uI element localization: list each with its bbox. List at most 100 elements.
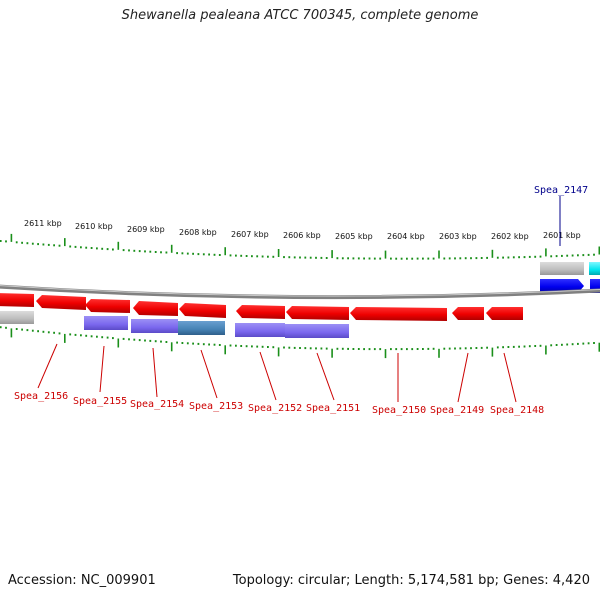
major-tick	[384, 349, 387, 359]
minor-tick	[390, 257, 392, 260]
minor-tick	[293, 346, 296, 349]
minor-tick	[315, 347, 317, 350]
minor-tick	[373, 348, 376, 351]
cds-reverse-spea-2154[interactable]	[85, 299, 130, 313]
leader-line	[37, 343, 58, 389]
major-tick	[331, 250, 333, 259]
gene-label-spea-2156[interactable]: Spea_2156	[14, 391, 68, 402]
minor-tick	[395, 348, 398, 351]
cds-reverse-spea-2153[interactable]	[133, 301, 178, 316]
minor-tick	[443, 257, 446, 260]
major-tick	[117, 338, 120, 348]
major-tick	[598, 246, 600, 255]
gene-label-spea-2155[interactable]: Spea_2155	[73, 396, 127, 407]
minor-tick	[459, 347, 462, 350]
minor-tick	[593, 342, 595, 344]
minor-tick	[593, 253, 595, 256]
minor-tick	[240, 345, 243, 347]
cog-feature-purple[interactable]	[235, 323, 285, 337]
minor-tick	[448, 257, 451, 260]
cog-feature-cyan[interactable]	[589, 262, 600, 275]
gene-label-spea-2151[interactable]: Spea_2151	[306, 403, 360, 414]
gene-label-spea-2150[interactable]: Spea_2150	[372, 405, 426, 416]
cds-reverse-spea-2151[interactable]	[286, 306, 349, 320]
cds-reverse-spea-2150[interactable]	[350, 307, 447, 321]
cog-feature-purple[interactable]	[131, 319, 178, 333]
gene-label-spea-2148[interactable]: Spea_2148	[490, 405, 544, 416]
minor-tick	[502, 256, 504, 259]
minor-tick	[341, 347, 344, 350]
minor-tick	[454, 347, 456, 350]
cog-feature-gray[interactable]	[540, 262, 584, 275]
minor-tick	[213, 343, 216, 346]
minor-tick	[486, 346, 488, 349]
minor-tick	[352, 257, 355, 260]
minor-tick	[566, 343, 569, 346]
cds-forward-spea-2147[interactable]	[540, 279, 584, 293]
cog-feature-purple[interactable]	[285, 324, 349, 338]
kbp-label: 2601 kbp	[543, 231, 581, 240]
minor-tick	[320, 256, 323, 259]
cds-reverse-spea-2152[interactable]	[236, 305, 285, 319]
minor-tick	[325, 347, 328, 350]
minor-tick	[512, 345, 515, 348]
map-title: Shewanella pealeana ATCC 700345, complet…	[121, 8, 479, 23]
cds-reverse-spea-2148[interactable]	[486, 307, 523, 320]
leader-line	[99, 345, 105, 393]
gene-label-spea-2149[interactable]: Spea_2149	[430, 405, 484, 416]
minor-tick	[267, 346, 269, 348]
kbp-label: 2603 kbp	[439, 232, 477, 241]
minor-tick	[347, 257, 349, 260]
minor-tick	[133, 338, 136, 341]
minor-tick	[37, 243, 39, 246]
forward-strand-track	[540, 262, 600, 293]
minor-tick	[395, 257, 398, 260]
kbp-label: 2607 kbp	[231, 230, 269, 239]
minor-tick	[379, 257, 382, 260]
minor-tick	[309, 347, 312, 350]
major-tick	[491, 249, 494, 258]
cog-feature-purple[interactable]	[84, 316, 128, 330]
major-tick	[224, 345, 226, 355]
minor-tick	[74, 245, 77, 248]
minor-tick	[272, 255, 275, 258]
gene-label-spea-2154[interactable]: Spea_2154	[130, 399, 184, 410]
minor-tick	[422, 348, 424, 350]
minor-tick	[128, 338, 130, 341]
minor-tick	[0, 240, 2, 242]
minor-tick	[229, 344, 232, 347]
leader-line	[457, 352, 469, 403]
major-tick	[64, 333, 66, 343]
minor-tick	[561, 343, 563, 346]
minor-tick	[5, 326, 7, 329]
minor-tick	[561, 254, 563, 257]
minor-tick	[459, 257, 462, 260]
minor-tick	[0, 326, 2, 329]
minor-tick	[288, 256, 291, 259]
minor-tick	[176, 252, 178, 255]
gene-label-spea-2147[interactable]: Spea_2147	[534, 185, 588, 196]
minor-tick	[406, 348, 408, 351]
cds-reverse-spea-2152-a[interactable]	[179, 303, 226, 318]
minor-tick	[256, 255, 259, 258]
minor-tick	[550, 255, 553, 258]
minor-tick	[186, 252, 189, 255]
kbp-label: 2606 kbp	[283, 231, 321, 240]
minor-tick	[480, 257, 483, 259]
minor-tick	[267, 255, 269, 258]
minor-tick	[443, 347, 446, 350]
minor-tick	[341, 257, 344, 260]
minor-tick	[47, 243, 50, 246]
cds-reverse-spea-2156[interactable]	[0, 293, 34, 307]
cog-feature-steel[interactable]	[178, 321, 225, 335]
cog-feature-gray[interactable]	[0, 311, 34, 324]
gene-label-spea-2152[interactable]: Spea_2152	[248, 403, 302, 414]
leader-line	[200, 349, 218, 399]
minor-tick	[181, 342, 184, 344]
cds-reverse-spea-2149[interactable]	[452, 307, 484, 320]
cds-reverse-spea-2155[interactable]	[36, 295, 86, 310]
gene-label-spea-2153[interactable]: Spea_2153	[189, 401, 243, 412]
minor-tick	[165, 341, 168, 343]
minor-tick	[15, 328, 18, 330]
